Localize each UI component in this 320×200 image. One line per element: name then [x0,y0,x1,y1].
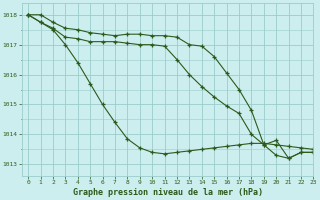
X-axis label: Graphe pression niveau de la mer (hPa): Graphe pression niveau de la mer (hPa) [73,188,263,197]
